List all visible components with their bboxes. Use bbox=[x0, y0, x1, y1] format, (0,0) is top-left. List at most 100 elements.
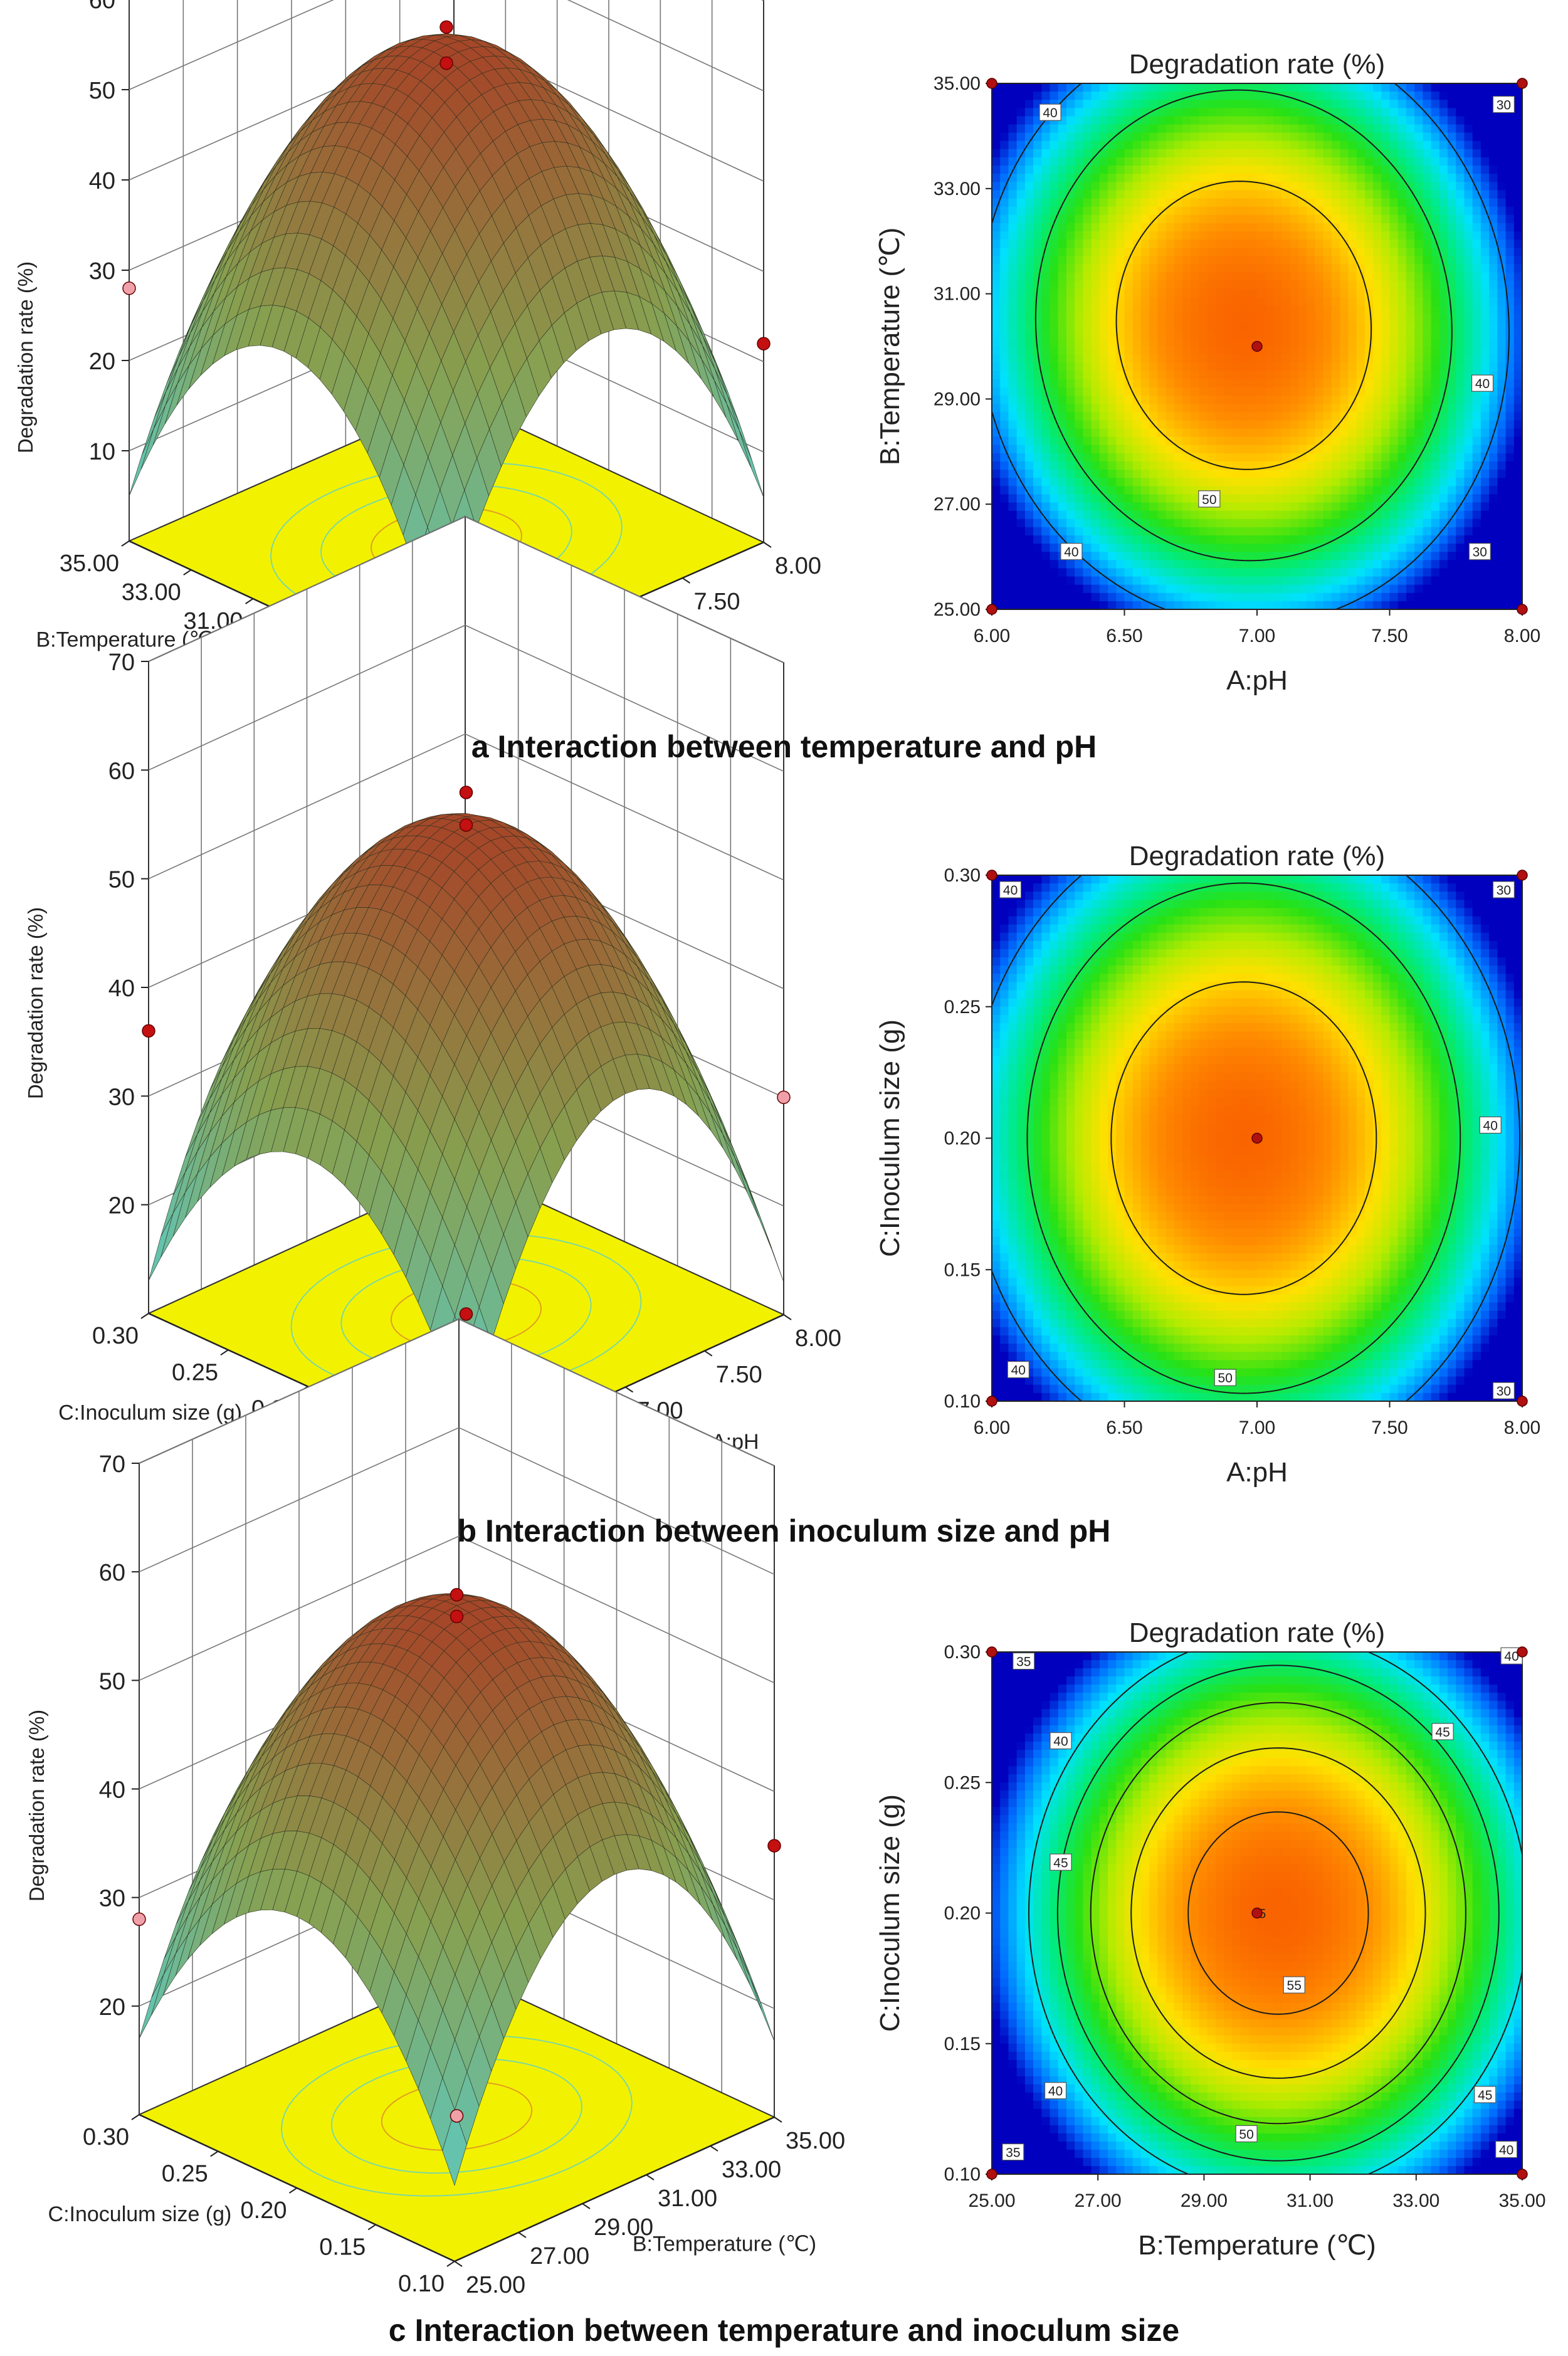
heat-cell bbox=[1257, 354, 1266, 364]
heat-cell bbox=[1108, 412, 1117, 421]
heat-cell bbox=[1489, 166, 1498, 174]
heat-cell bbox=[1099, 428, 1108, 438]
heat-cell bbox=[1024, 354, 1034, 364]
heat-cell bbox=[1505, 461, 1515, 470]
heat-cell bbox=[1075, 494, 1084, 503]
heat-cell bbox=[1116, 166, 1125, 174]
heat-cell bbox=[1257, 592, 1266, 602]
heat-cell bbox=[1248, 166, 1258, 174]
heat-cell bbox=[1099, 362, 1108, 372]
heat-cell bbox=[1091, 214, 1100, 224]
heat-cell bbox=[1273, 149, 1283, 158]
heat-cell bbox=[1464, 297, 1473, 306]
heat-cell bbox=[1041, 288, 1051, 298]
heat-cell bbox=[1472, 239, 1481, 248]
heat-cell bbox=[1024, 100, 1034, 109]
heat-cell bbox=[1448, 552, 1457, 561]
heat-cell bbox=[1174, 305, 1183, 314]
heat-cell bbox=[1099, 223, 1108, 232]
heat-cell bbox=[1414, 124, 1424, 134]
heat-cell bbox=[1058, 412, 1067, 421]
heat-cell bbox=[1232, 527, 1241, 536]
heat-cell bbox=[1066, 470, 1075, 479]
heat-cell bbox=[1281, 387, 1291, 396]
heat-cell bbox=[1016, 313, 1026, 322]
heat-cell bbox=[1323, 124, 1332, 134]
heat-cell bbox=[1381, 288, 1391, 298]
heat-cell bbox=[1165, 83, 1175, 92]
heat-cell bbox=[1290, 239, 1299, 248]
heat-cell bbox=[1397, 297, 1407, 306]
heat-cell bbox=[1248, 248, 1258, 257]
heat-cell bbox=[1224, 354, 1233, 364]
heat-cell bbox=[1165, 272, 1175, 281]
heat-cell bbox=[1456, 182, 1465, 191]
heat-cell bbox=[1132, 535, 1142, 544]
heat-cell bbox=[1356, 108, 1365, 117]
heat-cell bbox=[1083, 182, 1092, 191]
heat-cell bbox=[1099, 444, 1108, 454]
heat-cell bbox=[1232, 510, 1241, 520]
heat-cell bbox=[1513, 108, 1523, 117]
heat-cell bbox=[1505, 140, 1515, 150]
heat-cell bbox=[1265, 100, 1275, 109]
heat-cell bbox=[1149, 297, 1159, 306]
heat-cell bbox=[1050, 436, 1059, 446]
heat-cell bbox=[1348, 420, 1357, 429]
heat-cell bbox=[1397, 338, 1407, 347]
heat-cell bbox=[1116, 412, 1125, 421]
heat-cell bbox=[1033, 494, 1043, 503]
heat-cell bbox=[1132, 288, 1142, 298]
heat-cell bbox=[1323, 552, 1332, 561]
heat-cell bbox=[1174, 149, 1183, 158]
heat-cell bbox=[1290, 297, 1299, 306]
heat-cell bbox=[1191, 412, 1200, 421]
heat-cell bbox=[1406, 116, 1415, 125]
heat-cell bbox=[1191, 264, 1200, 273]
heat-cell bbox=[1513, 428, 1523, 438]
heat-cell bbox=[1132, 510, 1142, 520]
heat-cell bbox=[1033, 83, 1043, 92]
heat-cell bbox=[1513, 510, 1523, 520]
heat-cell bbox=[1389, 518, 1399, 528]
heat-cell bbox=[1215, 412, 1224, 421]
heat-cell bbox=[1456, 379, 1465, 388]
heat-cell bbox=[1439, 494, 1448, 503]
heat-cell bbox=[1099, 174, 1108, 183]
heat-cell bbox=[1505, 206, 1515, 216]
heat-cell bbox=[1331, 502, 1340, 512]
heat-cell bbox=[1149, 552, 1159, 561]
heat-cell bbox=[1124, 223, 1134, 232]
heat-cell bbox=[1174, 560, 1183, 569]
heat-cell bbox=[1066, 256, 1075, 265]
heat-cell bbox=[1050, 444, 1059, 454]
heat-cell bbox=[1389, 198, 1399, 208]
heat-cell bbox=[1431, 322, 1440, 331]
heat-cell bbox=[1091, 428, 1100, 438]
heat-cell bbox=[1232, 108, 1241, 117]
heat-cell bbox=[1431, 379, 1440, 388]
heat-cell bbox=[1373, 108, 1382, 117]
heat-cell bbox=[1273, 280, 1283, 290]
heat-cell bbox=[1240, 420, 1250, 429]
heat-cell bbox=[1083, 231, 1092, 240]
heat-cell bbox=[1108, 231, 1117, 240]
heat-cell bbox=[1140, 576, 1150, 586]
heat-cell bbox=[1215, 371, 1224, 380]
heat-cell bbox=[1448, 223, 1457, 232]
heat-cell bbox=[1099, 404, 1108, 413]
heat-cell bbox=[1008, 527, 1018, 536]
heat-cell bbox=[1505, 518, 1515, 528]
heat-cell bbox=[1281, 288, 1291, 298]
heat-cell bbox=[1307, 297, 1316, 306]
heat-cell bbox=[1248, 510, 1258, 520]
heat-cell bbox=[1207, 264, 1216, 273]
heat-cell bbox=[1373, 576, 1382, 586]
heat-cell bbox=[1265, 453, 1275, 462]
heat-cell bbox=[1472, 280, 1481, 290]
heat-cell bbox=[1174, 132, 1183, 142]
heat-cell bbox=[992, 494, 1001, 503]
heat-cell bbox=[1165, 174, 1175, 183]
heat-cell bbox=[1448, 116, 1457, 125]
heat-cell bbox=[1215, 206, 1224, 216]
